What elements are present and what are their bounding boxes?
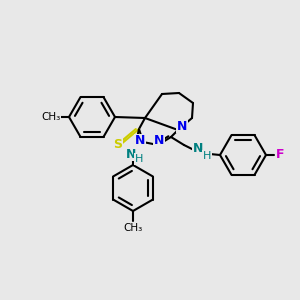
- Text: N: N: [177, 119, 187, 133]
- Text: N: N: [193, 142, 203, 155]
- Text: CH₃: CH₃: [41, 112, 61, 122]
- Text: N: N: [126, 148, 136, 160]
- Text: H: H: [135, 154, 143, 164]
- Text: CH₃: CH₃: [123, 223, 142, 233]
- Text: N: N: [135, 134, 145, 148]
- Text: S: S: [113, 139, 122, 152]
- Text: N: N: [154, 134, 164, 148]
- Text: H: H: [203, 151, 211, 161]
- Text: F: F: [276, 148, 284, 161]
